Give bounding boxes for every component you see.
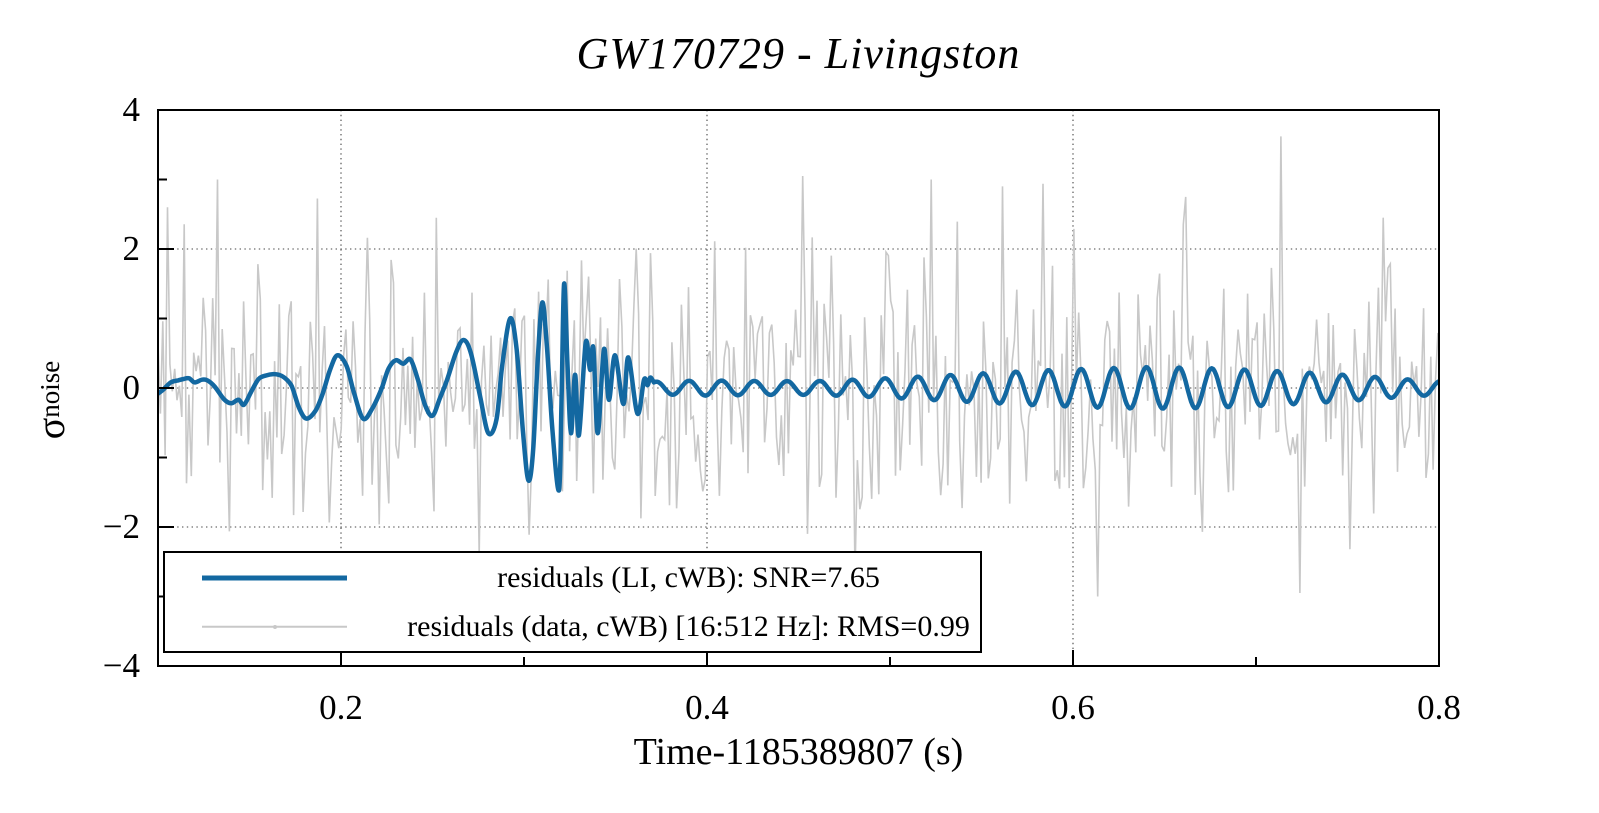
chart-title: GW170729 - Livingston [576,29,1021,78]
legend-entry-data: residuals (data, cWB) [16:512 Hz]: RMS=0… [165,604,980,650]
y-tick-label: −4 [102,646,140,685]
y-tick-label: 4 [122,90,141,129]
legend-label-li: residuals (LI, cWB): SNR=7.65 [497,560,880,594]
y-axis-label-symbol: σ [27,417,73,440]
y-tick-label: −2 [102,507,140,546]
legend: residuals (LI, cWB): SNR=7.65 residuals … [163,551,982,653]
y-tick-label: 0 [122,368,141,407]
legend-line-sample-data [202,622,347,632]
x-axis-label: Time-1185389807 (s) [633,731,964,773]
x-tick-label: 0.4 [685,688,729,727]
y-tick-label: 2 [122,229,141,268]
x-tick-label: 0.8 [1417,688,1461,727]
legend-entry-li: residuals (LI, cWB): SNR=7.65 [165,555,980,601]
legend-label-data: residuals (data, cWB) [16:512 Hz]: RMS=0… [407,609,970,643]
legend-line-sample-li [202,573,347,583]
x-tick-label: 0.2 [319,688,363,727]
x-tick-label: 0.6 [1051,688,1095,727]
